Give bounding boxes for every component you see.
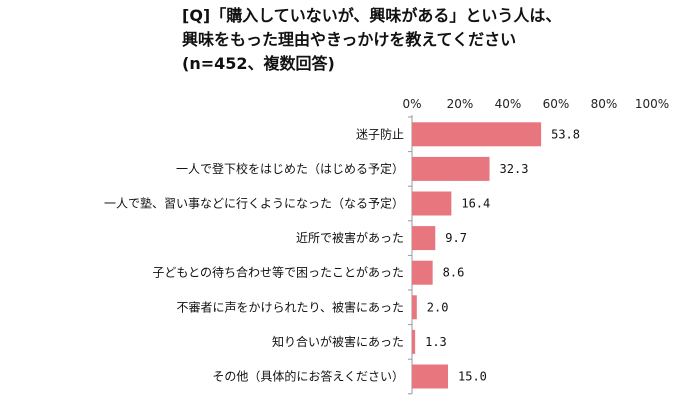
category-label: 知り合いが被害にあった: [272, 334, 404, 349]
value-label: 32.3: [500, 162, 529, 176]
title-question-cont: 興味をもった理由やきっかけを教えてください: [182, 30, 517, 49]
category-label: 一人で塾、習い事などに行くようになった（なる予定）: [104, 196, 404, 211]
bar: [412, 191, 452, 216]
category-label: 近所で被害があった: [296, 230, 404, 245]
value-label: 16.4: [461, 197, 490, 211]
title-question: [Q]「購入していないが、興味がある」という人は、: [182, 6, 562, 25]
category-label: 子どもとの待ち合わせ等で困ったことがあった: [152, 265, 404, 280]
category-label: 迷子防止: [356, 126, 404, 141]
bar: [412, 295, 417, 320]
x-tick-label: 40%: [495, 97, 522, 111]
value-label: 1.3: [425, 335, 447, 349]
value-label: 15.0: [458, 370, 487, 384]
title-sample-size: (n=452、複数回答): [182, 54, 335, 73]
bar: [412, 226, 436, 251]
category-label: その他（具体的にお答えください）: [212, 369, 404, 384]
x-tick-label: 20%: [447, 97, 474, 111]
x-tick-label: 60%: [543, 97, 570, 111]
category-label: 不審者に声をかけられたり、被害にあった: [176, 299, 404, 314]
bar: [412, 329, 416, 354]
value-label: 8.6: [443, 266, 465, 280]
value-label: 2.0: [427, 300, 449, 314]
bar: [412, 260, 433, 285]
bar: [412, 156, 490, 181]
x-tick-label: 100%: [635, 97, 669, 111]
bar: [412, 364, 448, 389]
category-label: 一人で登下校をはじめた（はじめる予定）: [176, 161, 404, 176]
value-label: 9.7: [445, 231, 467, 245]
bar: [412, 122, 542, 147]
x-tick-label: 0%: [402, 97, 421, 111]
chart-title: [Q]「購入していないが、興味がある」という人は、 興味をもった理由やきっかけを…: [182, 4, 662, 76]
x-tick-label: 80%: [591, 97, 618, 111]
value-label: 53.8: [551, 127, 580, 141]
